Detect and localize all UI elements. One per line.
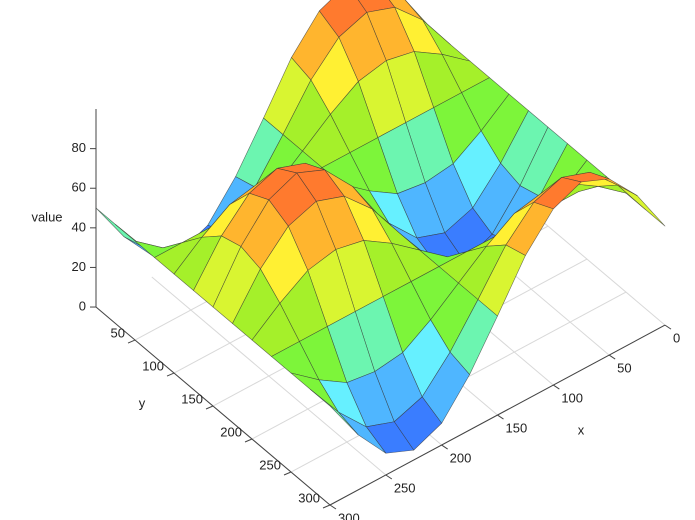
x-tick — [329, 504, 337, 510]
x-tick — [385, 474, 393, 480]
y-tick — [205, 405, 214, 410]
x-tick — [441, 444, 448, 450]
y-tick — [283, 471, 292, 476]
surface-patch — [617, 184, 666, 227]
y-tick — [166, 372, 175, 377]
z-tick-label: 60 — [72, 180, 86, 195]
y-tick-label: 150 — [181, 391, 203, 406]
y-tick-label: 250 — [259, 457, 281, 472]
y-tick — [322, 504, 331, 509]
x-tick-label: 50 — [617, 361, 631, 376]
y-tick-label: 300 — [298, 490, 320, 505]
x-tick-label: 0 — [673, 331, 680, 346]
x-tick — [664, 324, 672, 330]
z-axis-title: value — [31, 209, 62, 224]
x-tick-label: 100 — [561, 391, 583, 406]
x-tick — [608, 354, 616, 360]
x-tick-label: 150 — [506, 420, 528, 435]
x-tick — [553, 384, 560, 390]
y-tick-label: 50 — [111, 325, 125, 340]
z-tick-label: 0 — [79, 298, 86, 313]
x-tick-label: 200 — [450, 450, 472, 465]
z-tick-label: 40 — [72, 219, 86, 234]
x-tick-label: 300 — [338, 510, 360, 520]
y-tick-label: 100 — [142, 358, 164, 373]
x-axis-title: x — [578, 422, 585, 437]
z-tick-label: 20 — [72, 259, 86, 274]
y-axis-title: y — [139, 395, 146, 410]
x-tick-label: 250 — [394, 480, 416, 495]
y-tick — [127, 339, 136, 344]
y-tick — [244, 438, 253, 443]
surface-patch — [310, 389, 359, 435]
y-tick-label: 200 — [220, 424, 242, 439]
x-tick — [497, 414, 504, 420]
z-tick-label: 80 — [72, 140, 86, 155]
